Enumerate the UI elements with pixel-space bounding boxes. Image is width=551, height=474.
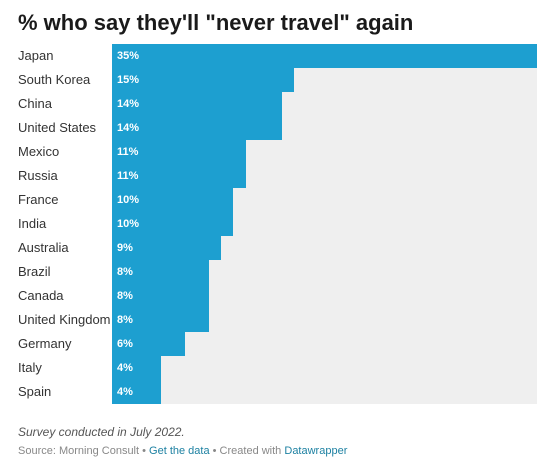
category-label: South Korea — [18, 72, 91, 87]
bar-track: 6% — [112, 332, 537, 356]
value-label: 6% — [117, 338, 133, 350]
value-label: 4% — [117, 362, 133, 374]
bar — [112, 356, 161, 380]
separator: • — [139, 445, 150, 457]
value-label: 9% — [117, 242, 133, 254]
bar — [112, 260, 210, 284]
bar — [112, 212, 234, 236]
bar — [112, 380, 161, 404]
bar — [112, 164, 246, 188]
bar — [112, 236, 222, 260]
bar-track: 35% — [112, 44, 537, 68]
bar-track: 14% — [112, 116, 537, 140]
category-label: Spain — [18, 384, 52, 399]
bar-track: 15% — [112, 68, 537, 92]
bar — [112, 116, 282, 140]
value-label: 8% — [117, 266, 133, 278]
bar-track: 11% — [112, 164, 537, 188]
category-label: India — [18, 216, 47, 231]
category-label: Australia — [18, 240, 69, 255]
separator: • — [209, 445, 220, 457]
source-text: Source: Morning Consult — [18, 445, 140, 457]
category-label: Mexico — [18, 144, 60, 159]
category-label: Italy — [18, 360, 42, 375]
category-label: Brazil — [18, 264, 51, 279]
bar — [112, 284, 210, 308]
bar-track: 8% — [112, 308, 537, 332]
chart-title: % who say they'll "never travel" again — [18, 10, 414, 35]
category-label: France — [18, 192, 59, 207]
bar-track: 8% — [112, 284, 537, 308]
created-with-text: Created with — [219, 445, 282, 457]
bar — [112, 308, 210, 332]
bar-track: 4% — [112, 356, 537, 380]
footer: Source: Morning Consult • Get the data •… — [18, 445, 347, 457]
survey-note: Survey conducted in July 2022. — [18, 425, 185, 439]
value-label: 11% — [117, 146, 139, 158]
category-label: United States — [18, 120, 97, 135]
bar — [112, 140, 246, 164]
value-label: 15% — [117, 74, 140, 86]
bar — [112, 188, 234, 212]
category-label: Canada — [18, 288, 64, 303]
category-label: Russia — [18, 168, 58, 183]
datawrapper-link[interactable]: Datawrapper — [284, 445, 348, 457]
value-label: 35% — [117, 50, 140, 62]
value-label: 8% — [117, 314, 133, 326]
bar — [112, 92, 282, 116]
value-label: 14% — [117, 122, 140, 134]
bar-track: 10% — [112, 212, 537, 236]
value-label: 8% — [117, 290, 133, 302]
bar-track: 10% — [112, 188, 537, 212]
bar-track: 4% — [112, 380, 537, 404]
value-label: 14% — [117, 98, 140, 110]
category-label: United Kingdom — [18, 312, 111, 327]
bar — [112, 68, 295, 92]
bar-track: 14% — [112, 92, 537, 116]
value-label: 10% — [117, 194, 140, 206]
category-label: China — [18, 96, 52, 111]
category-label: Germany — [18, 336, 72, 351]
category-label: Japan — [18, 48, 54, 63]
value-label: 4% — [117, 386, 133, 398]
bar-track: 8% — [112, 260, 537, 284]
bar-track: 11% — [112, 140, 537, 164]
value-label: 11% — [117, 170, 139, 182]
get-data-link[interactable]: Get the data — [149, 445, 210, 457]
bar — [112, 332, 185, 356]
bar — [112, 44, 537, 68]
value-label: 10% — [117, 218, 140, 230]
bar-track: 9% — [112, 236, 537, 260]
